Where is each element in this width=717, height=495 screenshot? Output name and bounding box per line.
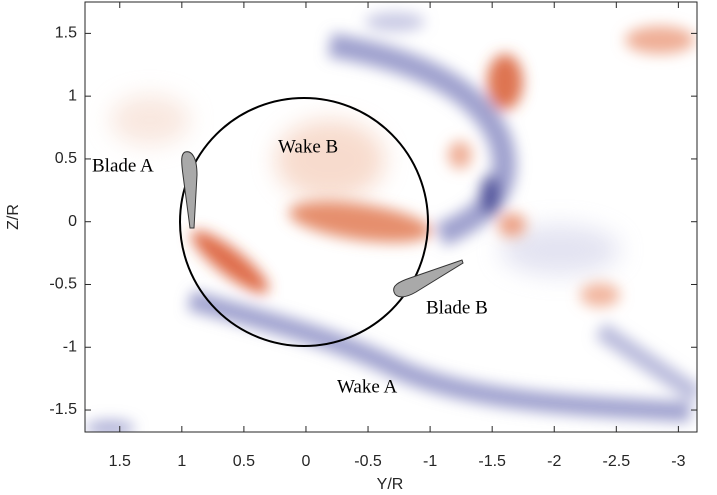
x-tick-label: 0 xyxy=(302,453,311,470)
field-region xyxy=(448,141,472,169)
field-region xyxy=(191,230,269,294)
field-region xyxy=(487,54,523,110)
field-region xyxy=(580,283,620,307)
x-tick-label: 0.5 xyxy=(233,453,255,470)
y-axis-label: Z/R xyxy=(5,204,22,230)
vorticity-field xyxy=(85,12,697,432)
x-tick-label: -2.5 xyxy=(603,453,631,470)
field-region xyxy=(625,26,695,54)
x-tick-label: -1 xyxy=(423,453,437,470)
vortex-regions xyxy=(85,12,697,432)
x-axis-label: Y/R xyxy=(377,476,404,493)
field-region xyxy=(498,213,526,237)
x-tick-label: -3 xyxy=(671,453,685,470)
rotor-disk xyxy=(179,97,429,347)
annotation: Wake B xyxy=(278,136,338,157)
y-tick-label: 0.5 xyxy=(55,150,77,167)
annotation: Blade A xyxy=(92,155,154,176)
y-tick-label: 0 xyxy=(68,213,77,230)
y-tick-label: 1 xyxy=(68,87,77,104)
annotation: Wake A xyxy=(337,376,397,397)
wake-band xyxy=(594,322,697,403)
field-region xyxy=(110,95,190,145)
field-region xyxy=(500,225,620,275)
field-region xyxy=(275,120,385,200)
x-tick-label: -1.5 xyxy=(478,453,506,470)
x-tick-label: 1.5 xyxy=(109,453,131,470)
annotation: Blade B xyxy=(426,297,488,318)
x-tick-label: -0.5 xyxy=(354,453,382,470)
blade-b xyxy=(393,259,464,298)
y-tick-label: -1 xyxy=(63,338,77,355)
x-tick-label: 1 xyxy=(177,453,186,470)
field-region xyxy=(85,420,135,432)
y-tick-label: -1.5 xyxy=(49,401,77,418)
plot-frame xyxy=(84,1,698,433)
blade-a xyxy=(181,151,198,229)
faint-regions xyxy=(110,95,620,275)
field-region xyxy=(480,175,500,215)
y-tick-label: -0.5 xyxy=(49,276,77,293)
field-region xyxy=(288,201,432,243)
x-tick-label: -2 xyxy=(547,453,561,470)
wake-band xyxy=(328,33,517,247)
wake-band xyxy=(187,290,691,422)
field-region xyxy=(365,12,425,32)
y-tick-label: 1.5 xyxy=(55,25,77,42)
